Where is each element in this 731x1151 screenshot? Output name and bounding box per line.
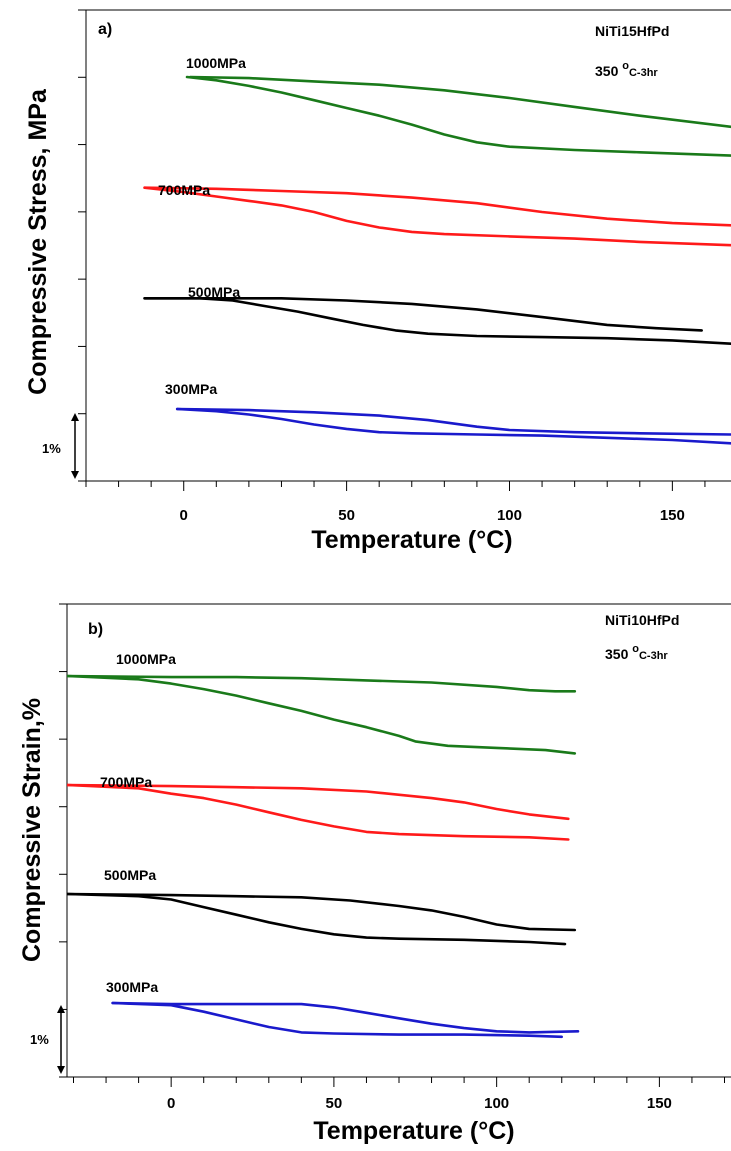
chart-b-axes: 0 50 100 150 [59, 603, 731, 1112]
series-700mpa-heating-line [143, 186, 731, 227]
series-1000mpa-heating-line [188, 75, 731, 129]
arrow-down-icon [71, 471, 79, 479]
series-label: 500MPa [188, 284, 240, 300]
x-axis-title: Temperature (°C) [311, 526, 512, 554]
series-700mpa-cooling-line [67, 783, 570, 841]
series-label: 1000MPa [116, 651, 176, 667]
x-tick-label: 100 [497, 507, 522, 524]
arrow-down-icon [57, 1066, 65, 1074]
series-1000mpa-heating-line [67, 674, 577, 693]
arrow-up-icon [57, 1005, 65, 1013]
panel-label: b) [88, 621, 103, 638]
treatment-annotation: 350 oC-3hr [605, 643, 668, 662]
x-tick-label: 50 [338, 507, 355, 524]
series-300mpa-cooling-line [175, 407, 731, 445]
series-500mpa-heating-line [143, 296, 704, 332]
series-300mpa-heating-line [175, 407, 731, 436]
series-label: 300MPa [165, 381, 217, 397]
series-label: 300MPa [106, 979, 158, 995]
series-label: 700MPa [158, 182, 210, 198]
chart-panel-a: 0 50 100 150 Temperature (°C) Compressive Str… [0, 0, 731, 560]
series-300mpa-cooling-line [111, 1001, 564, 1039]
material-annotation: NiTi15HfPd [595, 23, 669, 39]
series-1000mpa-cooling-line [67, 674, 577, 755]
x-tick-label: 100 [484, 1095, 509, 1112]
chart-b-curves [67, 674, 580, 1039]
chart-a-curves [143, 75, 731, 445]
y-axis-title: Compressive Strain,% [18, 698, 46, 962]
panel-label: a) [98, 21, 112, 38]
arrow-up-icon [71, 413, 79, 421]
chart-b-svg: 0 50 100 150 Temperature (°C) Compressive Str… [18, 603, 731, 1145]
series-300mpa-heating-line [111, 1001, 580, 1034]
series-label: 1000MPa [186, 55, 246, 71]
chart-a-axes: 0 50 100 150 [78, 9, 731, 524]
series-700mpa-cooling-line [143, 186, 731, 247]
x-tick-label: 150 [660, 507, 685, 524]
material-annotation: NiTi10HfPd [605, 612, 679, 628]
x-axis-title: Temperature (°C) [313, 1117, 514, 1145]
strain-scale-bar: 1% [30, 1005, 65, 1074]
treatment-annotation: 350 oC-3hr [595, 60, 658, 79]
series-500mpa-heating-line [67, 892, 577, 932]
chart-panel-b: 0 50 100 150 Temperature (°C) Compressive Str… [0, 590, 731, 1151]
x-tick-label: 0 [167, 1095, 175, 1112]
x-tick-label: 0 [180, 507, 188, 524]
scale-bar-label: 1% [42, 441, 61, 456]
series-label: 500MPa [104, 867, 156, 883]
series-1000mpa-cooling-line [185, 75, 731, 157]
y-axis-title: Compressive Stress, MPa [24, 88, 52, 395]
series-label: 700MPa [100, 774, 152, 790]
series-500mpa-cooling-line [67, 892, 567, 946]
x-tick-label: 150 [647, 1095, 672, 1112]
series-700mpa-heating-line [67, 783, 570, 821]
scale-bar-label: 1% [30, 1032, 49, 1047]
x-tick-label: 50 [326, 1095, 343, 1112]
chart-a-svg: 0 50 100 150 Temperature (°C) Compressive Str… [24, 9, 731, 554]
series-500mpa-cooling-line [143, 296, 731, 346]
strain-scale-bar: 1% [42, 413, 79, 479]
